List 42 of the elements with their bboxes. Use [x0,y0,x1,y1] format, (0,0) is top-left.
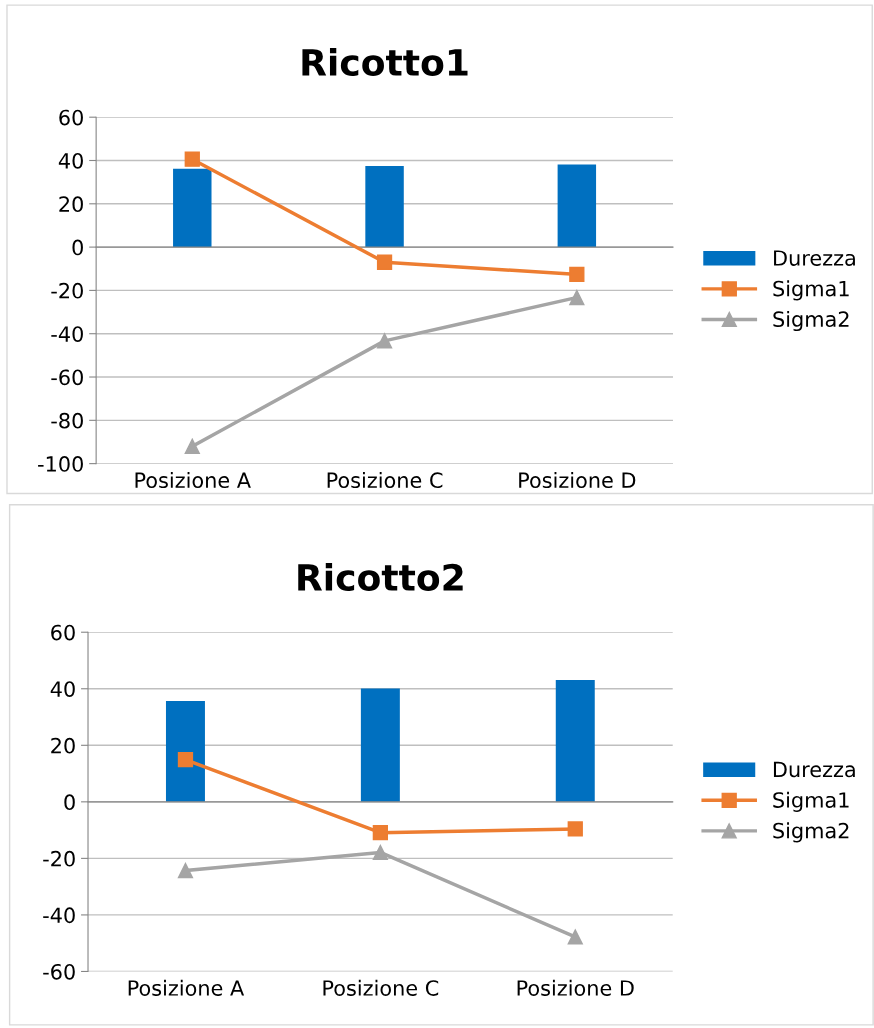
point [372,844,389,861]
x-tick-label: Posizione D [519,471,636,489]
y-tick-label: 0 [64,794,75,811]
point [177,752,194,768]
y-tick-label: 40 [58,152,83,169]
y-tick-label: 60 [59,109,83,126]
legend-label: Sigma2 [773,822,849,843]
point [376,333,393,349]
y-tick-label: -80 [51,412,83,429]
point [184,438,200,454]
x-tick-label: Posizione A [135,471,251,489]
x-tick-label: Posizione A [128,979,245,996]
x-tick-label: Posizione C [323,979,439,996]
y-tick-label: 0 [72,239,83,256]
legend-label: Sigma1 [773,280,849,301]
y-tick-label: -60 [43,963,75,980]
y-tick-label: -40 [51,326,83,342]
y-tick-label: -20 [51,282,83,299]
x-tick-label: Posizione C [327,471,443,489]
point [184,151,200,167]
y-tick-label: 20 [59,196,83,213]
y-tick-label: -100 [38,456,83,472]
point [567,929,583,945]
y-tick-label: -20 [43,850,75,867]
legend-label: Durezza [773,761,855,778]
chart-title: Ricotto1 [302,48,468,77]
chart-title: Ricotto2 [298,563,463,592]
legend-label: Durezza [774,250,855,266]
y-tick-label: 20 [51,737,75,754]
point [372,825,389,841]
point [569,289,585,306]
y-tick-label: 40 [50,681,75,697]
legend-label: Sigma1 [773,791,849,812]
point [569,266,585,283]
point [567,821,583,837]
legend-label: Sigma2 [773,310,849,332]
point [376,254,393,270]
x-tick-label: Posizione D [517,979,634,996]
y-tick-label: -40 [43,907,75,924]
y-tick-label: 60 [51,624,75,641]
point [177,862,194,879]
y-tick-label: -60 [51,369,83,386]
